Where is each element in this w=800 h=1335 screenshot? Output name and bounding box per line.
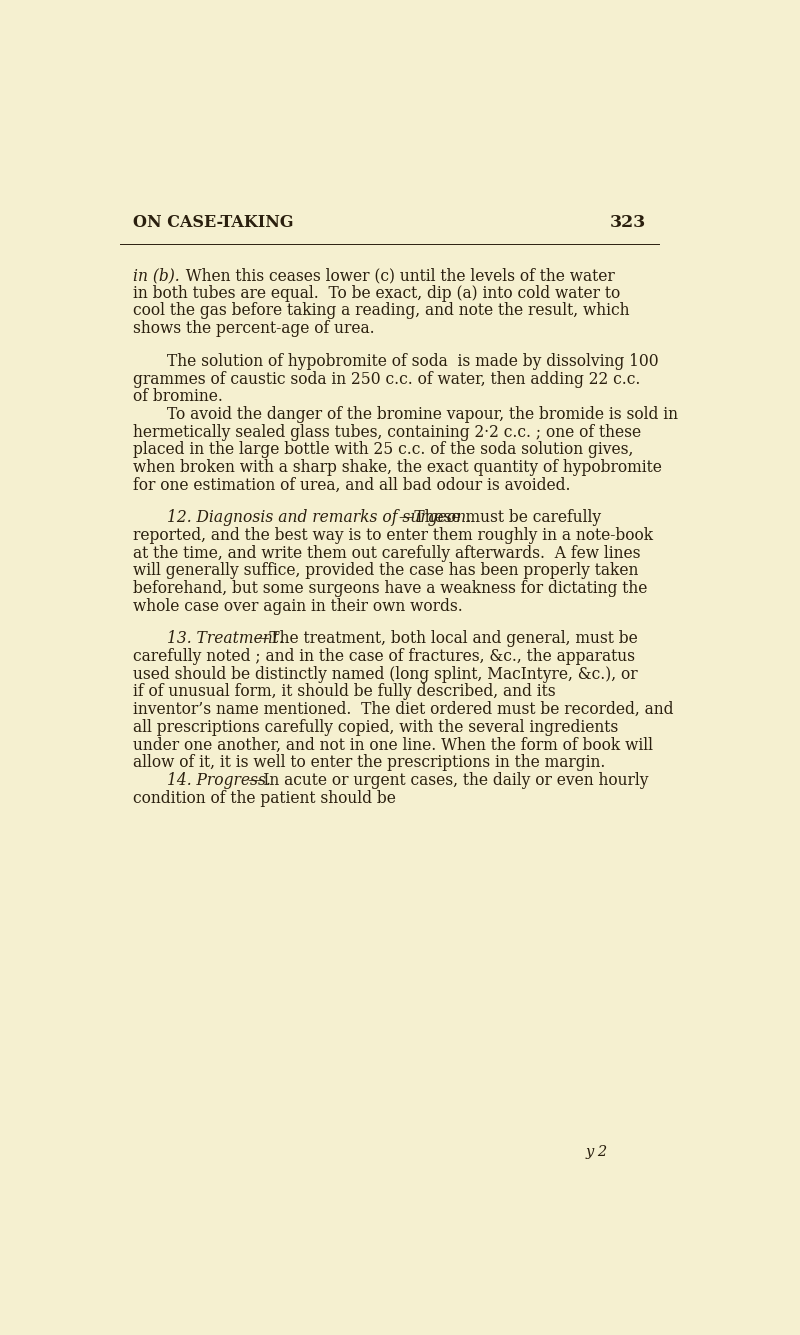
Text: when broken with a sharp shake, the exact quantity of hypobromite: when broken with a sharp shake, the exac… (133, 459, 662, 477)
Text: used should be distinctly named (long splint, MacIntyre, &c.), or: used should be distinctly named (long sp… (133, 666, 637, 682)
Text: ON CASE-TAKING: ON CASE-TAKING (133, 214, 293, 231)
Text: for one estimation of urea, and all bad odour is avoided.: for one estimation of urea, and all bad … (133, 477, 570, 494)
Text: in both tubes are equal.  To be exact, dip (a) into cold water to: in both tubes are equal. To be exact, di… (133, 284, 620, 302)
Text: —The treatment, both local and general, must be: —The treatment, both local and general, … (254, 630, 638, 647)
Text: placed in the large bottle with 25 c.c. of the soda solution gives,: placed in the large bottle with 25 c.c. … (133, 442, 633, 458)
Text: hermetically sealed glass tubes, containing 2·2 c.c. ; one of these: hermetically sealed glass tubes, contain… (133, 423, 641, 441)
Text: inventor’s name mentioned.  The diet ordered must be recorded, and: inventor’s name mentioned. The diet orde… (133, 701, 673, 718)
Text: 14. Progress.: 14. Progress. (166, 772, 270, 789)
Text: cool the gas before taking a reading, and note the result, which: cool the gas before taking a reading, an… (133, 303, 629, 319)
Text: The solution of hypobromite of soda  is made by dissolving 100: The solution of hypobromite of soda is m… (166, 352, 658, 370)
Text: all prescriptions carefully copied, with the several ingredients: all prescriptions carefully copied, with… (133, 718, 618, 736)
Text: if of unusual form, it should be fully described, and its: if of unusual form, it should be fully d… (133, 684, 555, 701)
Text: —In acute or urgent cases, the daily or even hourly: —In acute or urgent cases, the daily or … (248, 772, 649, 789)
Text: —These must be carefully: —These must be carefully (398, 510, 601, 526)
Text: under one another, and not in one line. When the form of book will: under one another, and not in one line. … (133, 737, 653, 753)
Text: allow of it, it is well to enter the prescriptions in the margin.: allow of it, it is well to enter the pre… (133, 754, 605, 772)
Text: grammes of caustic soda in 250 c.c. of water, then adding 22 c.c.: grammes of caustic soda in 250 c.c. of w… (133, 371, 640, 387)
Text: condition of the patient should be: condition of the patient should be (133, 789, 395, 806)
Text: whole case over again in their own words.: whole case over again in their own words… (133, 598, 462, 614)
Text: 323: 323 (610, 214, 646, 231)
Text: 13. Treatment.: 13. Treatment. (166, 630, 283, 647)
Text: in (b).: in (b). (133, 267, 179, 284)
Text: 12. Diagnosis and remarks of surgeon.: 12. Diagnosis and remarks of surgeon. (166, 510, 470, 526)
Text: y 2: y 2 (586, 1145, 608, 1159)
Text: When this ceases lower (c) until the levels of the water: When this ceases lower (c) until the lev… (177, 267, 615, 284)
Text: carefully noted ; and in the case of fractures, &c., the apparatus: carefully noted ; and in the case of fra… (133, 647, 634, 665)
Text: will generally suffice, provided the case has been properly taken: will generally suffice, provided the cas… (133, 562, 638, 579)
Text: reported, and the best way is to enter them roughly in a note-book: reported, and the best way is to enter t… (133, 527, 653, 545)
Text: shows the percent-age of urea.: shows the percent-age of urea. (133, 320, 374, 338)
Text: beforehand, but some surgeons have a weakness for dictating the: beforehand, but some surgeons have a wea… (133, 579, 647, 597)
Text: To avoid the danger of the bromine vapour, the bromide is sold in: To avoid the danger of the bromine vapou… (166, 406, 678, 423)
Text: of bromine.: of bromine. (133, 388, 222, 406)
Text: at the time, and write them out carefully afterwards.  A few lines: at the time, and write them out carefull… (133, 545, 640, 562)
